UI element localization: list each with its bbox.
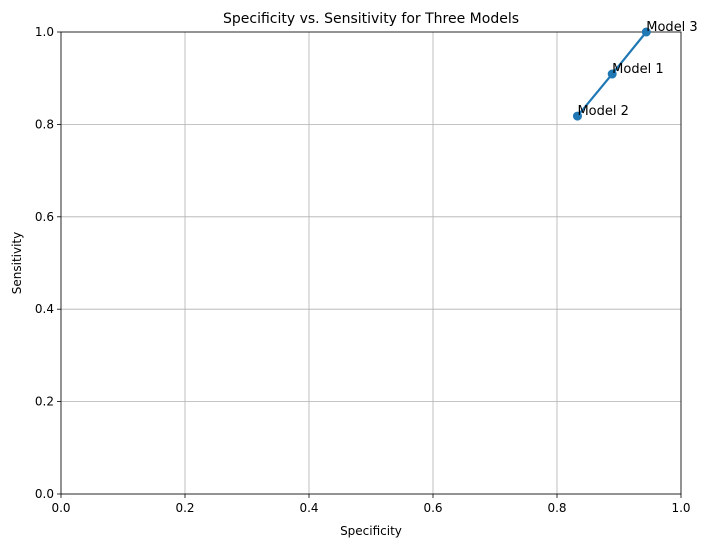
x-tick-label: 0.2 — [175, 501, 194, 515]
axes-frame — [60, 31, 682, 495]
y-tick-label: 0.0 — [35, 487, 54, 501]
x-tick-label: 0.8 — [547, 501, 566, 515]
point-annotation: Model 1 — [612, 62, 663, 77]
x-tick-label: 0.0 — [51, 501, 70, 515]
data-point-model-2 — [572, 111, 582, 121]
x-tick-label: 0.4 — [299, 501, 318, 515]
chart-title: Specificity vs. Sensitivity for Three Mo… — [223, 11, 519, 27]
series: Model 2 Model 1 Model 3 — [572, 20, 698, 121]
y-tick-label: 0.2 — [35, 395, 54, 409]
y-tick-label: 1.0 — [35, 25, 54, 39]
y-tick-label: 0.6 — [35, 210, 54, 224]
point-annotation: Model 2 — [577, 104, 628, 119]
grid — [60, 31, 682, 495]
data-point-model-1 — [607, 69, 617, 79]
y-axis-label: Sensitivity — [10, 232, 24, 294]
x-tick-label: 0.6 — [423, 501, 442, 515]
y-tick-label: 0.8 — [35, 117, 54, 131]
point-annotation: Model 3 — [646, 20, 697, 35]
x-tick-label: 1.0 — [671, 501, 690, 515]
y-tick-label: 0.4 — [35, 302, 54, 316]
ticks: 0.0 0.2 0.4 0.6 0.8 1.0 0.0 0.2 0.4 0.6 0.8 1.0 — [35, 25, 691, 515]
data-point-model-3 — [641, 27, 651, 37]
x-axis-label: Specificity — [340, 524, 402, 538]
